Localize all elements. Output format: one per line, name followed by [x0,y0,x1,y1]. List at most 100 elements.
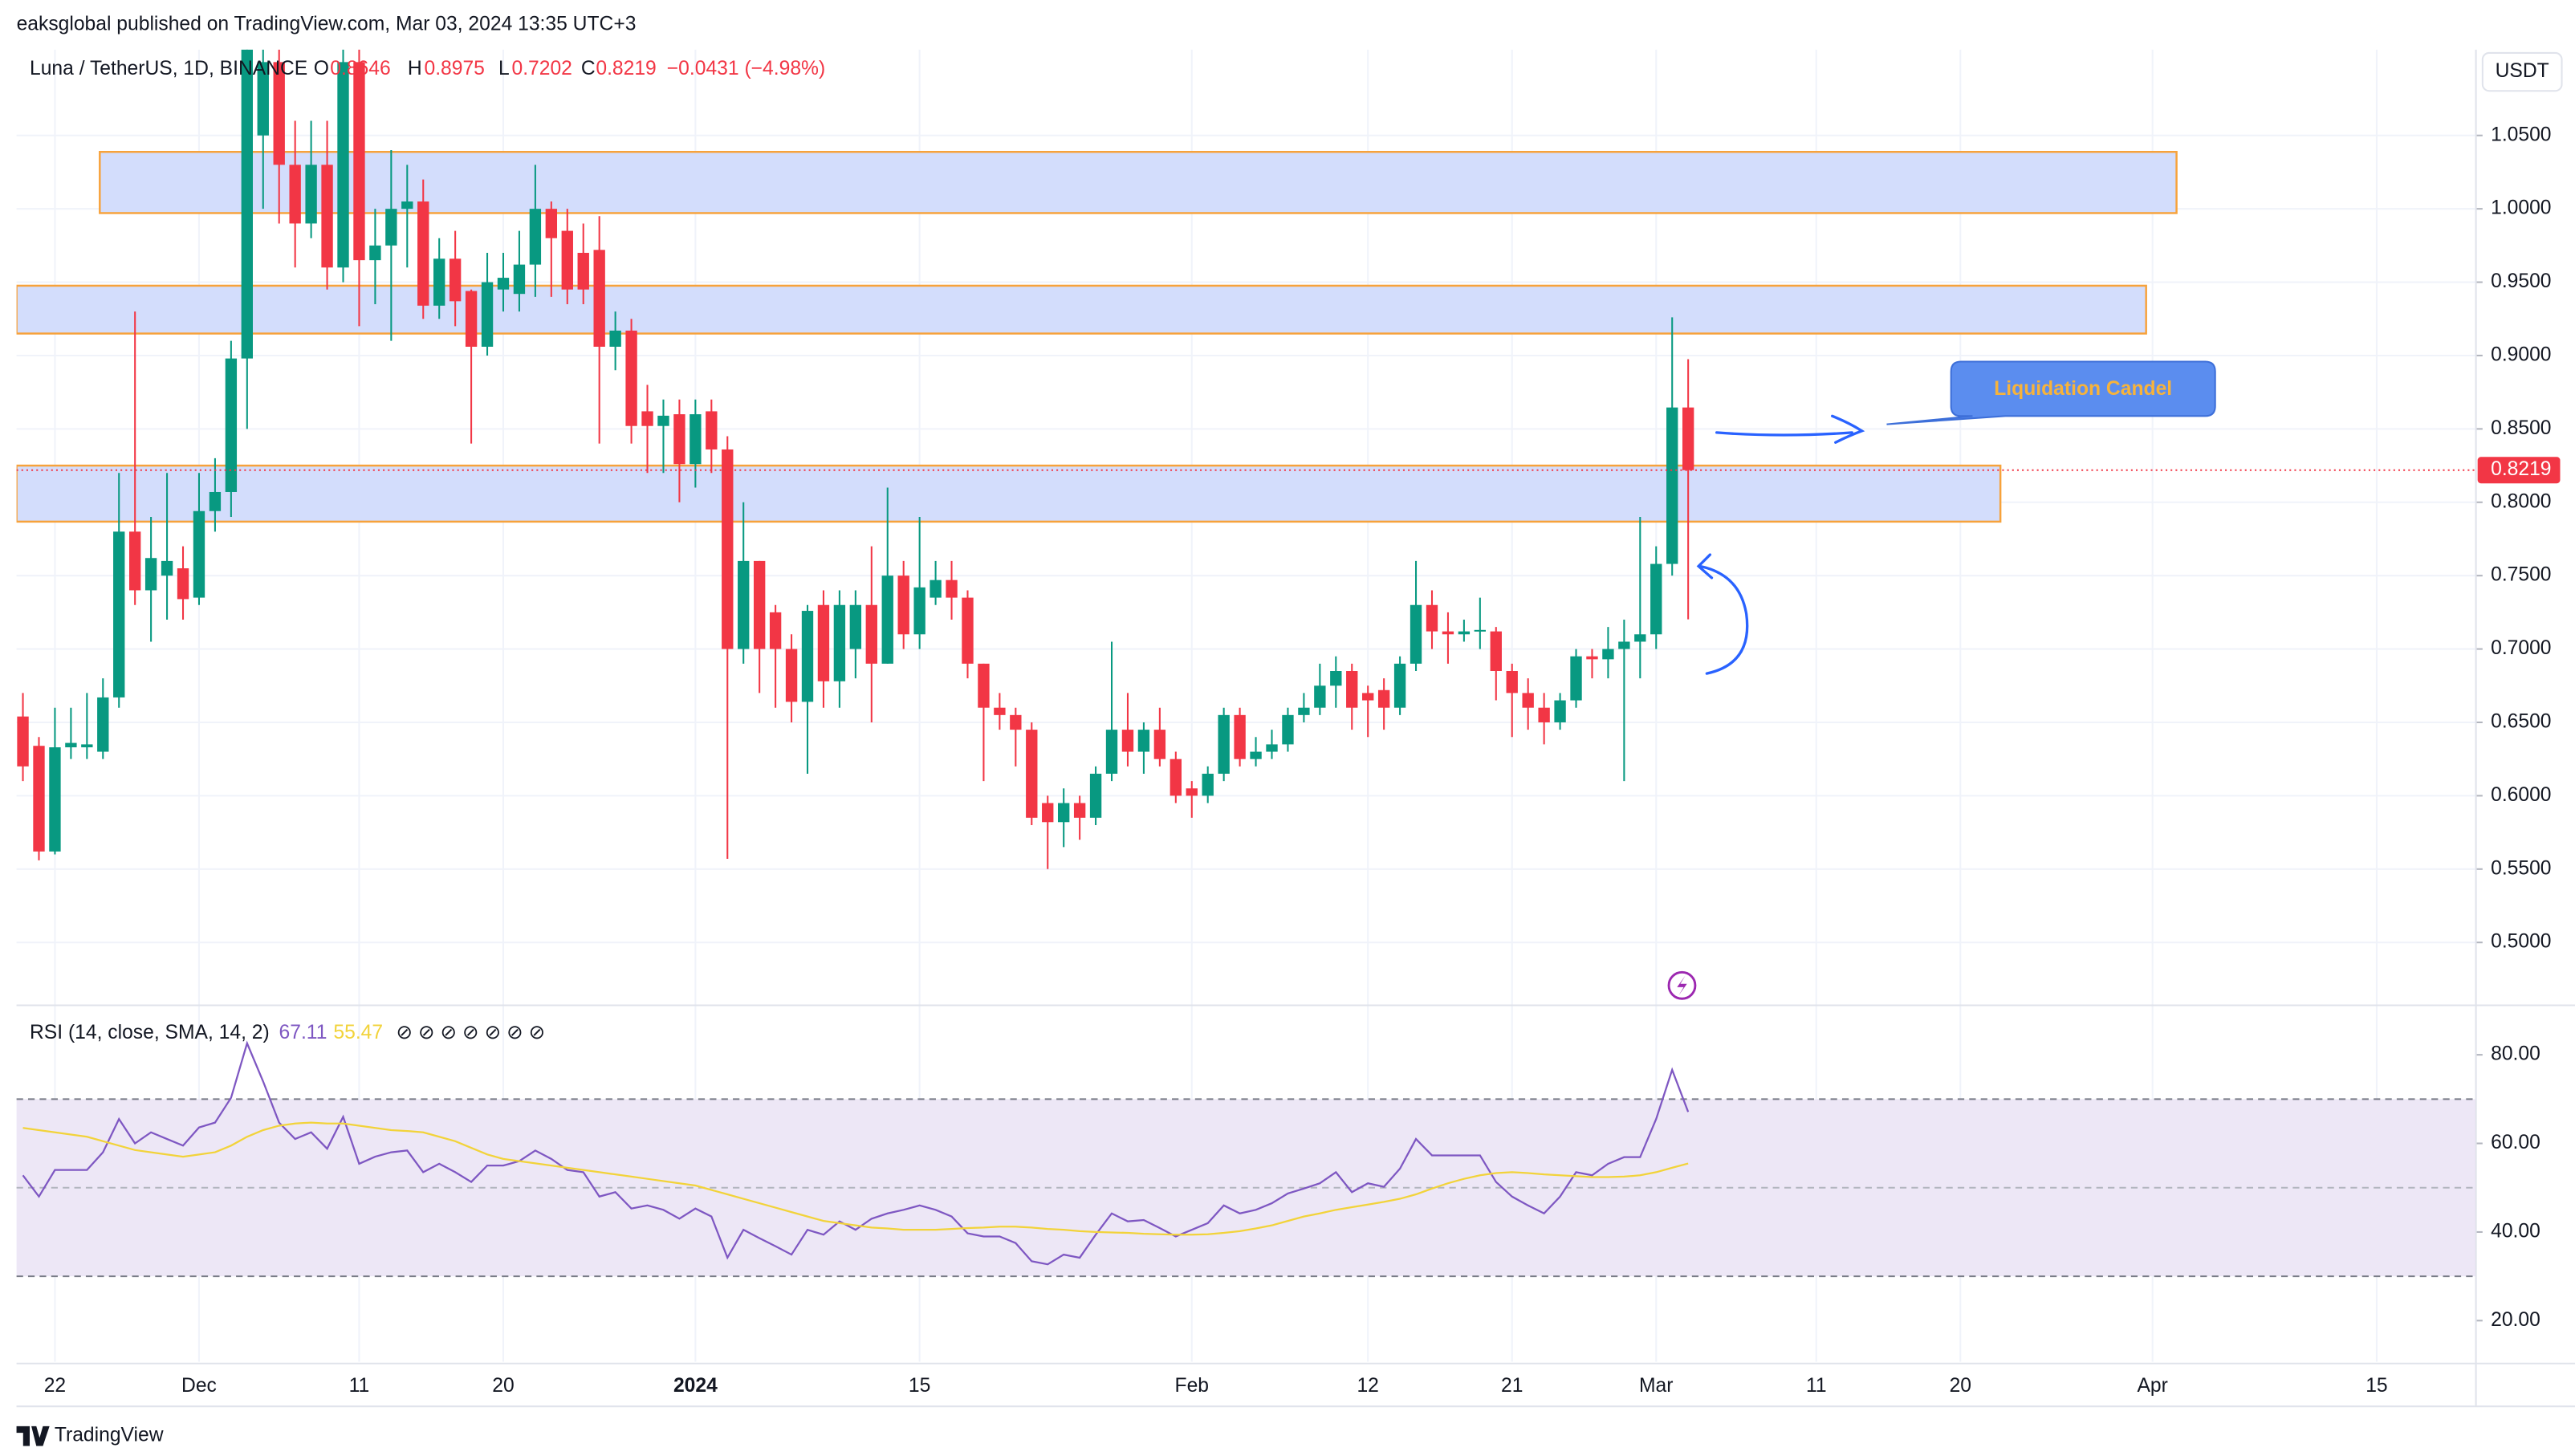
candle-body [1330,670,1342,686]
price-zone [16,284,2147,335]
x-tick-label: 12 [1357,1375,1378,1397]
candle-body [1026,730,1038,818]
drawn-arrows [1696,414,1865,675]
candle-body [1554,700,1566,722]
candle-body [1426,604,1438,632]
candle-body [1522,693,1534,708]
x-tick-label: 11 [1806,1375,1827,1397]
brand: TradingView [16,1425,164,1446]
candle-body [1298,707,1310,715]
candle-body [289,165,301,224]
candle-body [1458,631,1471,635]
alert-bolt[interactable] [1677,975,1687,996]
candle-body [1586,656,1598,660]
candle-body [785,649,798,702]
rsi-value: 67.11 [279,1022,327,1043]
currency-button[interactable]: USDT [2481,51,2563,92]
x-tick-label: Mar [1639,1375,1673,1397]
x-tick-label: 21 [1501,1375,1523,1397]
candle-body [449,258,462,302]
candle-body [641,411,653,426]
candle-body [1089,773,1102,818]
candle-body [897,575,909,635]
candle-body [305,165,317,224]
candle-body [128,531,141,591]
high-value: 0.8975 [424,58,484,79]
candle-body [1186,788,1198,796]
y-tick-label: 0.8000 [2491,490,2551,512]
candle-body [33,746,45,852]
candle-body [417,201,429,306]
symbol-title: Luna / TetherUS, 1D, BINANCE [30,58,307,79]
candle-body [673,414,685,465]
candle-body [1137,730,1150,752]
last-price-box [2477,457,2561,484]
x-tick-label: 20 [492,1375,514,1397]
candle-body [1010,714,1022,730]
candle-body [241,49,254,359]
candle-body [865,604,877,664]
y-tick-label: 80.00 [2491,1043,2540,1065]
candle-body [1682,407,1694,470]
currency-box[interactable] [2481,51,2563,92]
candle-body [161,560,173,576]
y-tick-label: 60.00 [2491,1132,2540,1153]
published-line: eaksglobal published on TradingView.com,… [17,13,637,35]
arrow-up-head [1696,553,1714,580]
candle-body [753,560,766,649]
candle-body [1105,730,1118,774]
open-value: 0.8646 [330,58,390,79]
change-value: −0.0431 (−4.98%) [667,58,825,79]
candle-body [833,604,846,681]
candle-body [801,611,814,702]
candle-body [577,253,589,290]
candle-body [994,707,1006,715]
candle-body [97,697,109,752]
ohlc-letter: L [498,58,510,79]
ohlc-letter: O [314,58,329,79]
candle-body [65,742,77,748]
candle-body [1218,714,1230,774]
candle-body [337,62,349,268]
rsi-placeholders: ⊘ ⊘ ⊘ ⊘ ⊘ ⊘ ⊘ [397,1022,546,1043]
candle-body [769,612,782,649]
x-tick-label: 15 [909,1375,930,1397]
arrow-right-head [1830,414,1865,444]
candle-body [978,663,990,708]
candle-body [817,604,830,681]
candle-body [690,414,702,465]
candle-body [1666,407,1678,564]
close-value: 0.8219 [596,58,656,79]
currency-label[interactable]: USDT [2496,60,2549,82]
candle-body [1266,744,1278,752]
y-tick-label: 0.9500 [2491,270,2551,292]
candle-body [561,230,573,290]
candle-body [1153,730,1166,759]
price-zone [99,150,2178,214]
candle-body [706,411,718,449]
y-tick-label: 0.6000 [2491,784,2551,806]
x-tick-label: 20 [1950,1375,1971,1397]
candle-body [1602,649,1614,660]
candle-body [17,716,29,767]
candle-body [913,587,925,635]
candles [16,49,2476,869]
alert-icon[interactable] [1667,970,1697,1000]
candle-body [1121,730,1134,752]
candle-body [225,358,238,492]
rsi-legend: RSI (14, close, SMA, 14, 2) 67.11 55.47 … [30,1022,545,1043]
candle-body [1346,670,1358,708]
candle-body [625,330,637,426]
candle-body [1057,803,1070,823]
rsi-title: RSI (14, close, SMA, 14, 2) [30,1022,270,1043]
x-tick-label: Feb [1175,1375,1209,1397]
x-tick-label: Apr [2137,1375,2167,1397]
candle-body [353,62,365,261]
price-zone [16,464,2002,523]
candle-body [1410,604,1422,664]
candle-body [962,597,974,664]
candle-body [401,201,413,209]
candle-body [1442,631,1454,635]
candle-body [1073,803,1086,818]
